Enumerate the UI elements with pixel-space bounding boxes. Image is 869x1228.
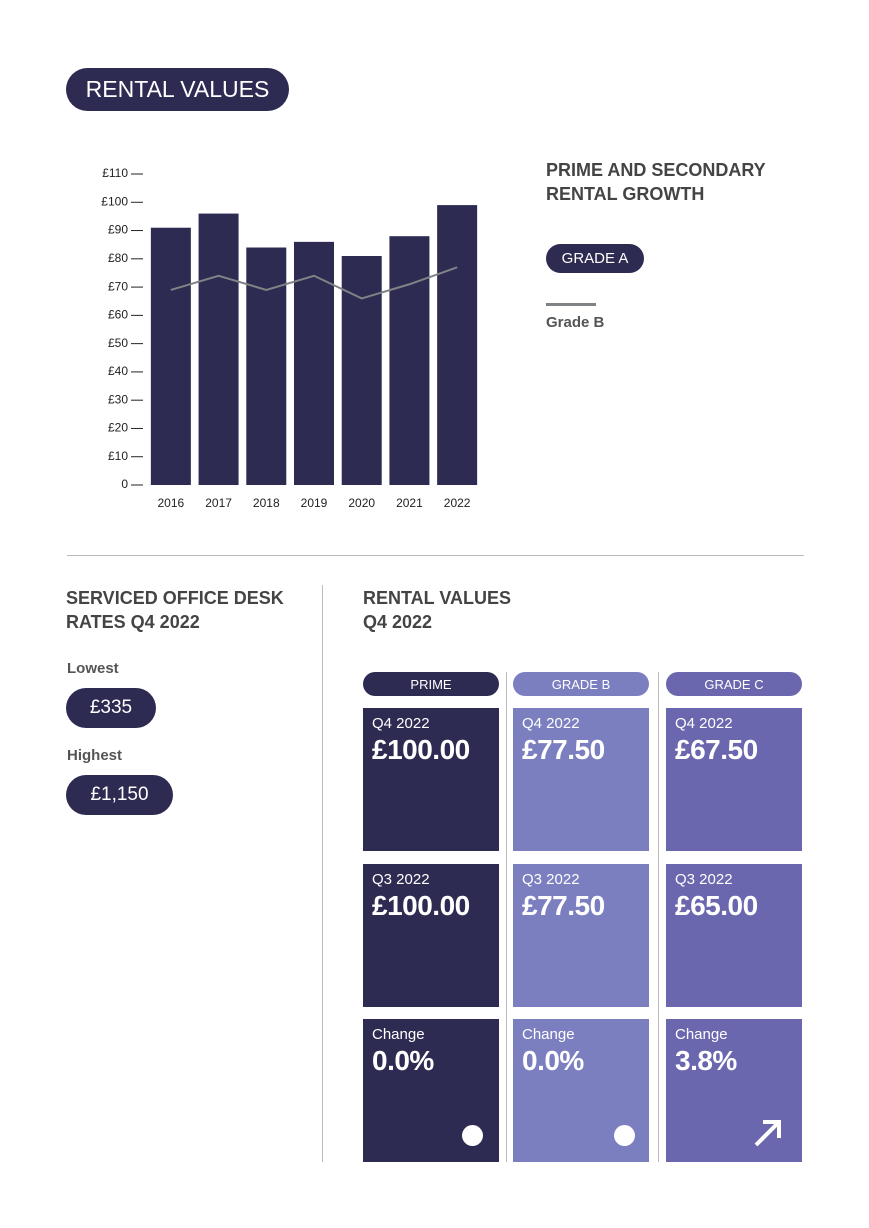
value-tile: Q3 2022 £65.00	[666, 864, 802, 1007]
legend-entry: Grade B	[546, 314, 605, 331]
rate-value: £335	[66, 688, 156, 728]
y-tick-label: £10	[108, 449, 128, 463]
legend-entry: GRADE A	[546, 244, 644, 273]
divider	[67, 555, 804, 556]
tile-label: Q3 2022	[522, 871, 580, 888]
rate-value: £1,150	[66, 775, 173, 815]
y-tick-label: £70	[108, 279, 128, 293]
bar	[341, 255, 382, 485]
tile-value: 3.8%	[675, 1045, 737, 1076]
section-title: RENTAL VALUES Q4 2022	[363, 588, 512, 632]
header-title: RENTAL VALUES	[66, 68, 289, 111]
y-tick-label: £110	[102, 166, 128, 180]
divider	[506, 672, 507, 1162]
value-tile: Q4 2022 £67.50	[666, 708, 802, 851]
tile-value: £77.50	[522, 734, 605, 765]
tile-value: £100.00	[372, 734, 470, 765]
tile-label: Q4 2022	[522, 715, 580, 732]
tile-value: £67.50	[675, 734, 758, 765]
tile-label: Q3 2022	[372, 871, 430, 888]
x-tick-label: 2020	[348, 496, 375, 510]
value-tile: Q3 2022 £77.50	[513, 864, 649, 1007]
bar	[150, 227, 191, 485]
tile-label: Change	[675, 1026, 728, 1043]
y-tick-label: £90	[108, 223, 128, 237]
y-tick-label: 0	[121, 477, 128, 491]
y-tick-label: £100	[101, 194, 128, 208]
column-header: GRADE B	[513, 672, 649, 696]
chart-title: PRIME AND SECONDARY RENTAL GROWTH	[546, 160, 766, 204]
bar	[437, 205, 478, 485]
value-tile: Q4 2022 £77.50	[513, 708, 649, 851]
tile-value: £77.50	[522, 890, 605, 921]
tile-label: Q3 2022	[675, 871, 733, 888]
bar	[294, 241, 334, 485]
column-header: GRADE C	[666, 672, 802, 696]
legend-swatch	[546, 303, 596, 306]
divider	[322, 585, 323, 1162]
x-tick-label: 2018	[253, 496, 280, 510]
y-tick-label: £80	[108, 251, 128, 265]
tile-value: 0.0%	[372, 1045, 434, 1076]
rate-label: Lowest	[67, 660, 119, 677]
x-tick-label: 2021	[396, 496, 423, 510]
rate-label: Highest	[67, 747, 123, 764]
value-tile: Change 3.8%	[666, 1019, 802, 1162]
x-tick-label: 2016	[158, 496, 185, 510]
divider	[658, 672, 659, 1162]
y-tick-label: £60	[108, 308, 128, 322]
x-tick-label: 2022	[444, 496, 471, 510]
y-tick-label: £30	[108, 392, 128, 406]
tile-label: Q4 2022	[372, 715, 430, 732]
y-tick-label: £20	[108, 421, 128, 435]
x-tick-label: 2019	[301, 496, 328, 510]
tile-value: £100.00	[372, 890, 470, 921]
value-tile: Q4 2022 £100.00	[363, 708, 499, 851]
line	[170, 266, 458, 300]
value-tile: Q3 2022 £100.00	[363, 864, 499, 1007]
bar	[198, 213, 239, 485]
status-dot	[462, 1125, 483, 1146]
bar	[246, 247, 287, 485]
status-dot	[614, 1125, 635, 1146]
chart: 0 £10 £20 £30 £40 £50 £60 £70 £80 £90 £100 £110 2016…	[101, 166, 478, 510]
tile-label: Q4 2022	[675, 715, 733, 732]
bar	[389, 236, 430, 485]
tile-label: Change	[372, 1026, 425, 1043]
y-tick-label: £40	[108, 364, 128, 378]
tile-value: £65.00	[675, 890, 758, 921]
y-tick-label: £50	[108, 336, 128, 350]
section-title: SERVICED OFFICE DESK RATES Q4 2022	[66, 588, 284, 632]
up-arrow	[754, 1120, 781, 1147]
column-header: PRIME	[363, 672, 499, 696]
tile-value: 0.0%	[522, 1045, 584, 1076]
x-tick-label: 2017	[205, 496, 232, 510]
tile-label: Change	[522, 1026, 575, 1043]
